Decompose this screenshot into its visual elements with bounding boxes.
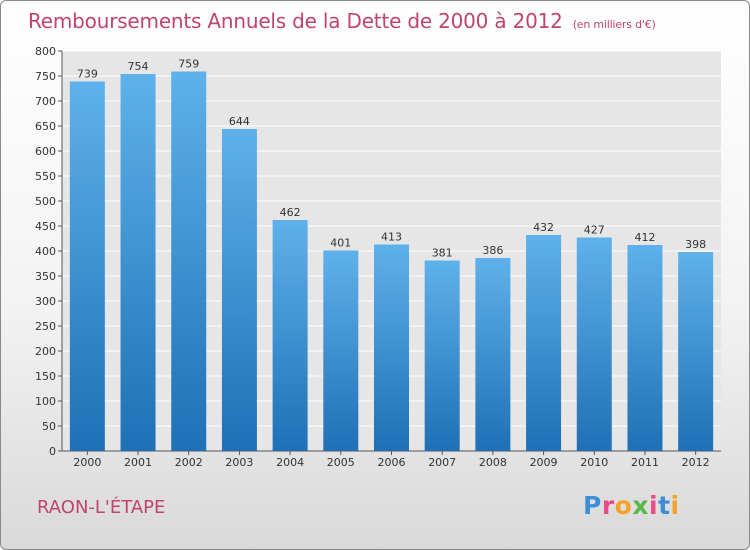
data-label: 381 bbox=[432, 247, 453, 260]
y-tick-label: 400 bbox=[35, 245, 56, 258]
x-tick-label: 2003 bbox=[225, 456, 253, 469]
y-tick-label: 0 bbox=[49, 445, 56, 458]
y-tick-label: 350 bbox=[35, 270, 56, 283]
chart-title: Remboursements Annuels de la Dette de 20… bbox=[28, 9, 656, 33]
bar bbox=[475, 258, 511, 451]
x-tick-label: 2009 bbox=[530, 456, 558, 469]
data-label: 754 bbox=[128, 60, 149, 73]
logo-letter: x bbox=[632, 491, 649, 520]
data-label: 398 bbox=[685, 238, 706, 251]
data-label: 462 bbox=[280, 206, 301, 219]
logo-letter: i bbox=[649, 491, 659, 520]
x-tick-label: 2012 bbox=[682, 456, 710, 469]
data-label: 427 bbox=[584, 224, 605, 237]
data-label: 412 bbox=[634, 231, 655, 244]
bar bbox=[120, 74, 156, 451]
y-tick-label: 150 bbox=[35, 370, 56, 383]
data-label: 432 bbox=[533, 221, 554, 234]
x-tick-label: 2006 bbox=[378, 456, 406, 469]
bar bbox=[424, 260, 460, 451]
bar bbox=[678, 252, 714, 451]
y-tick-label: 200 bbox=[35, 345, 56, 358]
data-label: 386 bbox=[482, 244, 503, 257]
x-tick-label: 2008 bbox=[479, 456, 507, 469]
y-tick-label: 100 bbox=[35, 395, 56, 408]
logo-letter: P bbox=[583, 491, 602, 520]
bar bbox=[526, 235, 562, 451]
y-tick-label: 250 bbox=[35, 320, 56, 333]
chart-subtitle: (en milliers d'€) bbox=[572, 18, 656, 31]
y-tick-label: 550 bbox=[35, 170, 56, 183]
y-tick-label: 600 bbox=[35, 145, 56, 158]
bar bbox=[69, 81, 105, 451]
logo-letter: t bbox=[658, 491, 671, 520]
x-tick-label: 2005 bbox=[327, 456, 355, 469]
x-tick-label: 2002 bbox=[175, 456, 203, 469]
bar bbox=[576, 237, 612, 451]
bar bbox=[221, 129, 257, 451]
y-tick-label: 700 bbox=[35, 95, 56, 108]
x-tick-label: 2000 bbox=[73, 456, 101, 469]
y-tick-label: 300 bbox=[35, 295, 56, 308]
x-tick-label: 2001 bbox=[124, 456, 152, 469]
data-label: 759 bbox=[178, 58, 199, 71]
x-tick-label: 2004 bbox=[276, 456, 304, 469]
proxiti-logo: Proxiti bbox=[583, 491, 680, 520]
data-label: 413 bbox=[381, 231, 402, 244]
logo-letter: o bbox=[614, 491, 633, 520]
data-label: 644 bbox=[229, 115, 250, 128]
data-label: 401 bbox=[330, 237, 351, 250]
x-tick-label: 2010 bbox=[580, 456, 608, 469]
bar bbox=[323, 250, 359, 451]
y-tick-label: 500 bbox=[35, 195, 56, 208]
title-text: Remboursements Annuels de la Dette de 20… bbox=[28, 9, 563, 33]
logo-letter: i bbox=[670, 491, 680, 520]
y-tick-label: 450 bbox=[35, 220, 56, 233]
y-tick-label: 800 bbox=[35, 45, 56, 58]
x-tick-label: 2011 bbox=[631, 456, 659, 469]
bar bbox=[171, 71, 207, 451]
x-tick-label: 2007 bbox=[428, 456, 456, 469]
place-name: RAON-L'ÉTAPE bbox=[37, 497, 166, 518]
bar bbox=[272, 220, 308, 451]
y-tick-label: 750 bbox=[35, 70, 56, 83]
data-label: 739 bbox=[77, 68, 98, 81]
logo-letter: r bbox=[601, 491, 615, 520]
y-tick-label: 650 bbox=[35, 120, 56, 133]
y-tick-label: 50 bbox=[42, 420, 56, 433]
bar bbox=[374, 244, 409, 451]
bar bbox=[627, 245, 663, 451]
